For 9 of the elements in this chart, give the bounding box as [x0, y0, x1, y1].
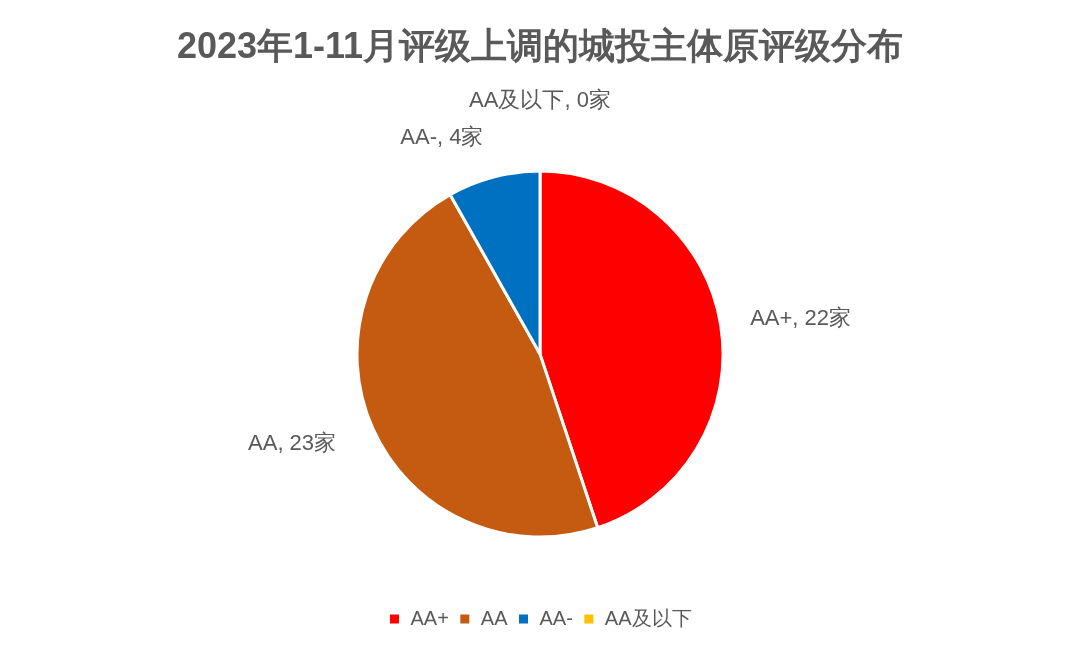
legend-label: AA+: [410, 606, 449, 629]
legend-label: AA: [480, 606, 509, 629]
chart-title: 2023年1-11月评级上调的城投主体原评级分布: [176, 24, 904, 66]
legend-label: AA及以下: [604, 606, 692, 629]
legend-label: AA-: [539, 606, 573, 629]
data-label: AA-, 4家: [400, 124, 484, 150]
data-label: AA, 23家: [248, 430, 337, 456]
text: AA及以下, 0家: [469, 87, 611, 113]
data-label: AA+, 22家: [750, 304, 852, 330]
